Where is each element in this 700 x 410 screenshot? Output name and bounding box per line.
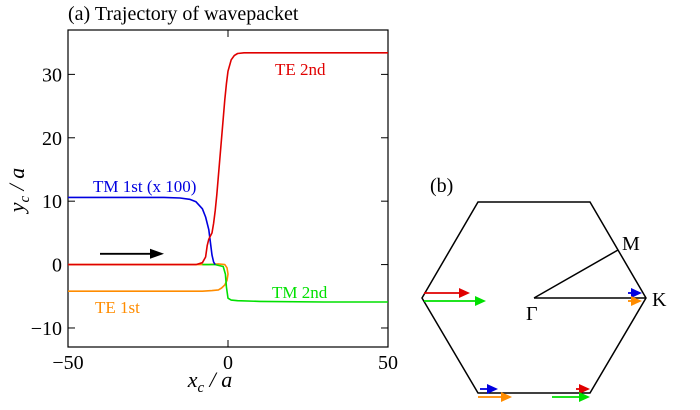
series-group xyxy=(68,51,388,303)
bz-arrow-orange-k-head xyxy=(631,296,642,306)
bz-arrow-orange-bottom-head xyxy=(501,392,512,402)
x-tick-label: 0 xyxy=(223,352,233,374)
bz-arrow-green-bottom-head xyxy=(579,392,590,402)
y-tick-label: 0 xyxy=(52,255,62,277)
y-tick-label: 10 xyxy=(42,191,62,213)
y-tick-label: 20 xyxy=(42,128,62,150)
series-tm1 xyxy=(68,196,216,266)
x-axis-label: xc / a xyxy=(187,367,233,396)
panel-a-title: (a) Trajectory of wavepacket xyxy=(68,3,299,25)
series-te1 xyxy=(68,263,229,293)
gamma-m-line xyxy=(533,249,619,299)
series-label-group: TE 2nd TM 1st (x 100) TE 1st TM 2nd xyxy=(93,60,328,317)
tick-group: −50 0 50 −10 0 10 20 30 xyxy=(31,30,398,374)
x-tick-label: −50 xyxy=(52,352,83,374)
bz-arrow-blue-bottom-head xyxy=(487,384,498,394)
k-label: K xyxy=(652,289,667,311)
series-label-te1: TE 1st xyxy=(95,298,140,317)
gamma-label: Γ xyxy=(526,303,538,325)
series-te2 xyxy=(68,51,388,266)
y-tick-label: 30 xyxy=(42,64,62,86)
x-tick-label: 50 xyxy=(378,352,398,374)
series-tm2 xyxy=(202,263,388,303)
brillouin-zone-hexagon xyxy=(421,201,647,394)
y-axis-label: yc / a xyxy=(4,168,33,215)
series-label-tm2: TM 2nd xyxy=(272,283,328,302)
m-label: M xyxy=(622,233,640,255)
arrow-group xyxy=(424,288,642,402)
panel-a: (a) Trajectory of wavepacket −50 0 50 −10 0 1… xyxy=(4,3,398,396)
series-label-tm1: TM 1st (x 100) xyxy=(93,177,196,196)
bz-arrow-green-left-head xyxy=(475,296,486,306)
bz-arrow-red-left-head xyxy=(459,288,470,298)
bz-arrow-blue-k-head xyxy=(631,288,642,298)
y-tick-label: −10 xyxy=(31,318,62,340)
panel-b: (b) Γ M K xyxy=(421,175,667,402)
panel-b-title: (b) xyxy=(430,175,453,197)
direction-arrow-head xyxy=(150,248,164,259)
bz-arrow-red-bottom-head xyxy=(579,384,590,394)
series-label-te2: TE 2nd xyxy=(275,60,326,79)
